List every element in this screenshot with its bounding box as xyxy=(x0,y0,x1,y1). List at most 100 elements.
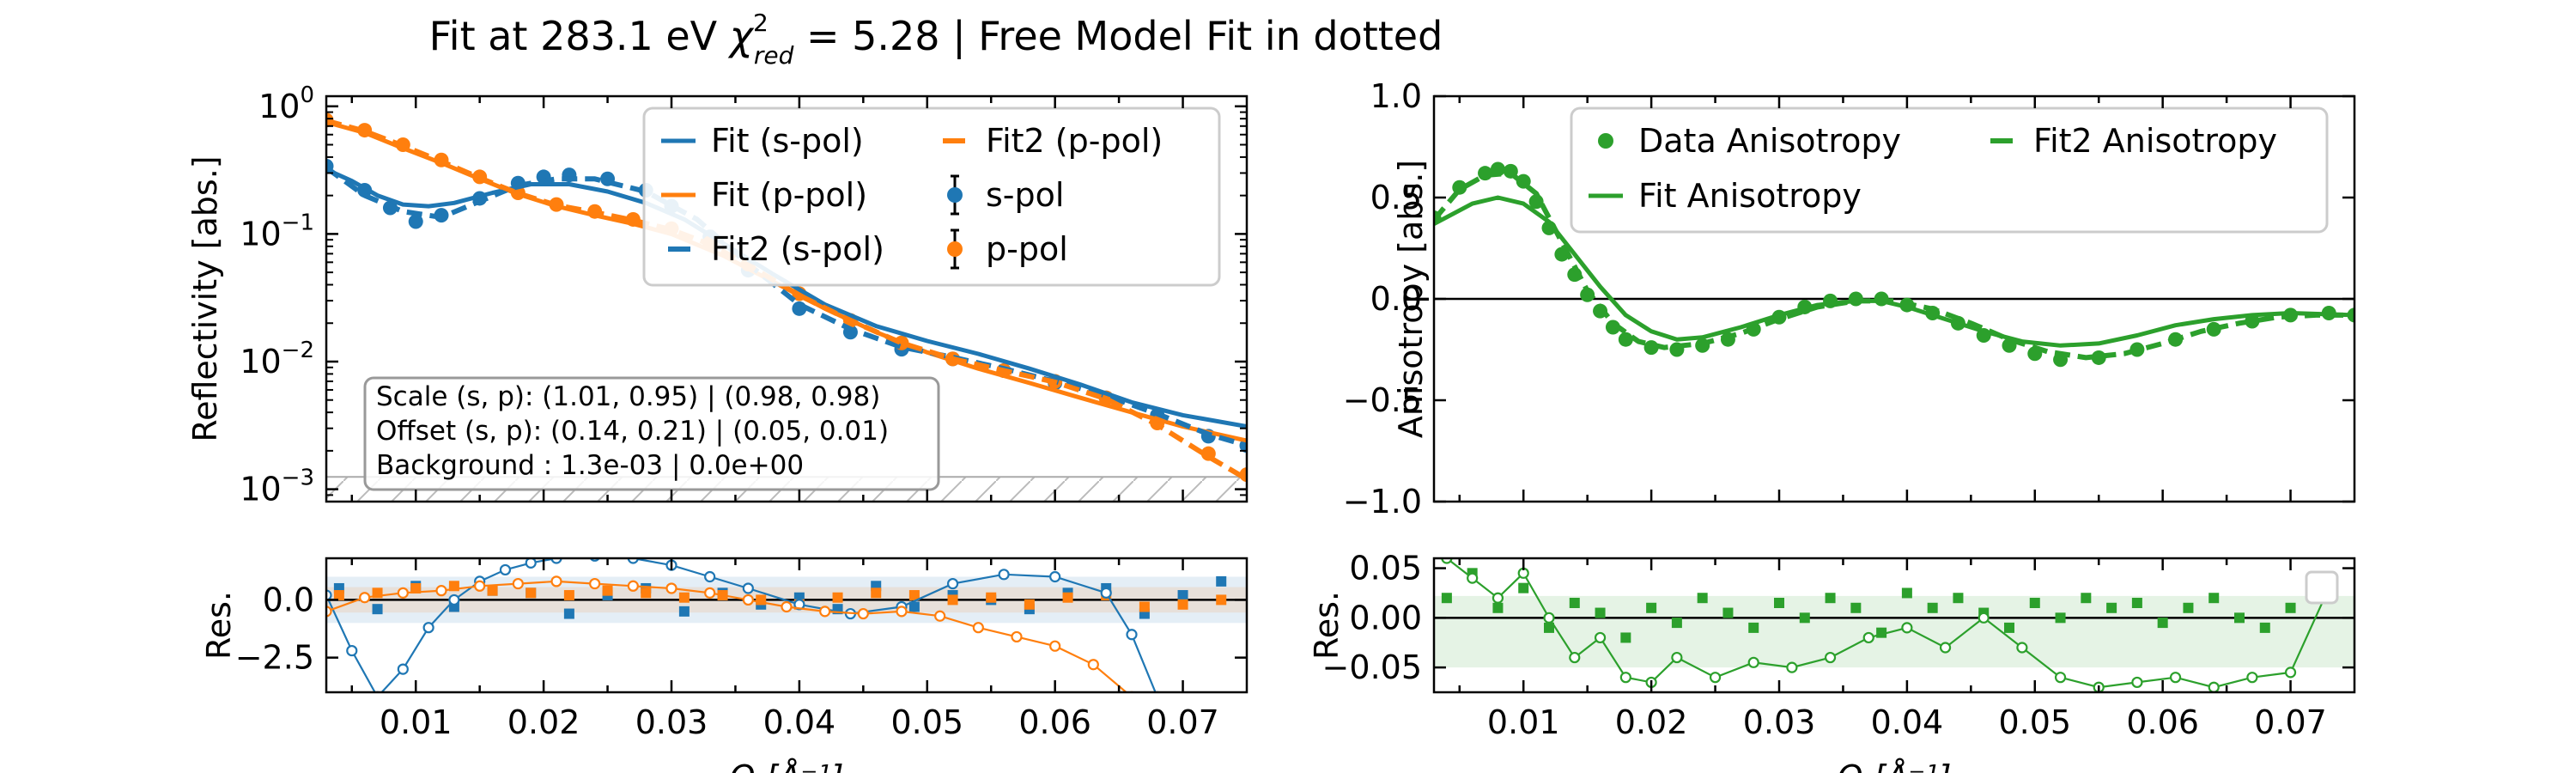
residual-circle-anisotropy-fit2-residual xyxy=(1901,622,1913,634)
residual-square-anisotropy-residual xyxy=(2106,602,2117,613)
residual-square-anisotropy-residual xyxy=(1595,607,1606,618)
residual-circle-anisotropy-fit2-residual xyxy=(1786,661,1798,673)
residual-circle-p-pol-fit2-residual xyxy=(704,587,716,599)
residual-square-anisotropy-residual xyxy=(1748,622,1759,633)
residual-circle-anisotropy-fit2-residual xyxy=(1671,651,1683,664)
residual-square-anisotropy-residual xyxy=(2183,602,2194,613)
residual-circle-s-pol-fit2-residual xyxy=(1100,587,1112,599)
x-axis-label: Q [Å⁻¹] xyxy=(1838,758,1952,773)
residual-circle-anisotropy-fit2-residual xyxy=(2208,681,2220,692)
y-axis-label: Anisotropy [abs.] xyxy=(1392,160,1430,438)
residual-circle-s-pol-fit2-residual xyxy=(422,622,434,634)
title-main: Fit at 283.1 eV xyxy=(429,13,730,59)
y-tick-label: −2.5 xyxy=(235,639,314,677)
residual-circle-p-pol-fit2-residual xyxy=(1128,691,1135,692)
residual-circle-p-pol-fit2-residual xyxy=(819,606,831,618)
residual-circle-s-pol-fit2-residual xyxy=(374,691,381,692)
legend-swatch-marker xyxy=(1598,133,1613,149)
y-tick-label: 0.0 xyxy=(263,581,314,618)
residual-circle-p-pol-fit2-residual xyxy=(896,606,908,618)
axes-frame xyxy=(1432,557,2356,694)
residual-square-s-pol-residual xyxy=(871,581,882,592)
reflectivity-legend: Fit (s-pol) Fit (p-pol) Fit2 (s-pol) Fit2 (… xyxy=(642,107,1221,287)
residual-circle-p-pol-fit2-residual xyxy=(1087,659,1099,671)
legend-label: Fit2 Anisotropy xyxy=(2033,122,2277,160)
y-tick-label: −0.5 xyxy=(1343,381,1422,419)
anisotropy-panel: Data Anisotropy Fit Anisotropy Fit2 Anisot… xyxy=(1343,77,2356,520)
residual-square-p-pol-residual xyxy=(602,585,613,596)
residual-square-anisotropy-residual xyxy=(1569,598,1580,608)
residual-square-p-pol-residual xyxy=(678,592,690,603)
y-tick-label: 0.5 xyxy=(1370,179,1422,216)
legend-label: Fit (p-pol) xyxy=(711,176,867,214)
y-axis-label: Res. xyxy=(200,591,238,660)
residual-square-p-pol-residual xyxy=(333,590,344,601)
residual-circle-anisotropy-fit2-residual xyxy=(1978,612,1990,624)
y-tick-label: 0.05 xyxy=(1349,550,1422,587)
residual-square-anisotropy-residual xyxy=(1492,602,1504,613)
fit-parameter-line: Offset (s, p): (0.14, 0.21) | (0.05, 0.0… xyxy=(376,416,889,447)
residual-circle-s-pol-fit2-residual xyxy=(946,577,959,590)
title-chi: χ xyxy=(727,13,755,59)
residual-circle-p-pol-fit2-residual xyxy=(550,575,562,587)
residual-line-p-pol-fit2-residual xyxy=(326,580,1128,692)
residual-square-anisotropy-residual xyxy=(1927,602,1938,613)
residual-circle-p-pol-fit2-residual xyxy=(665,582,677,594)
residual-square-anisotropy-residual xyxy=(2081,593,2092,604)
residual-circle-p-pol-fit2-residual xyxy=(857,607,869,620)
point-s-pol xyxy=(408,214,423,229)
residual-circle-anisotropy-fit2-residual xyxy=(1594,631,1607,644)
residual-square-anisotropy-residual xyxy=(1722,607,1734,618)
residual-circle-p-pol-fit2-residual xyxy=(397,587,409,599)
y-tick-label: −1.0 xyxy=(1343,483,1422,520)
y-tick-label: 100 xyxy=(258,82,314,125)
residual-square-p-pol-residual xyxy=(1177,599,1188,610)
residual-square-p-pol-residual xyxy=(1216,594,1227,606)
residual-circle-anisotropy-fit2-residual xyxy=(1824,651,1837,664)
legend-label: Data Anisotropy xyxy=(1638,122,1901,160)
y-tick-label: 10−3 xyxy=(240,466,314,508)
x-axis-label: Q [Å⁻¹] xyxy=(730,758,844,773)
residual-square-anisotropy-residual xyxy=(2004,622,2014,633)
residual-circle-p-pol-fit2-residual xyxy=(1011,630,1023,643)
residual-circle-s-pol-fit2-residual xyxy=(742,582,754,594)
y-tick-label: 0.00 xyxy=(1349,599,1422,636)
residual-circle-s-pol-fit2-residual xyxy=(704,570,716,583)
x-tick-label: 0.01 xyxy=(1487,703,1560,741)
residual-square-p-pol-residual xyxy=(908,590,920,601)
title-chi-sup: 2 xyxy=(753,9,769,37)
anisotropy-residual-panel: 0.01 0.02 0.03 0.04 0.05 0.06 0.07 0.05 0.00 −0.0… xyxy=(1308,550,2356,773)
residual-circle-p-pol-fit2-residual xyxy=(627,580,639,592)
legend-label: s-pol xyxy=(986,176,1064,214)
series-group xyxy=(1434,161,2354,368)
residual-square-anisotropy-residual xyxy=(1671,618,1682,629)
residual-circle-p-pol-fit2-residual xyxy=(781,600,793,613)
residual-circle-s-pol-fit2-residual xyxy=(326,589,332,601)
residual-circle-p-pol-fit2-residual xyxy=(742,593,754,606)
residual-circle-p-pol-fit2-residual xyxy=(326,606,332,618)
residual-square-p-pol-residual xyxy=(947,594,958,606)
legend-swatch-marker xyxy=(947,187,963,203)
legend-label: p-pol xyxy=(986,230,1068,268)
residual-circle-anisotropy-fit2-residual xyxy=(2016,642,2028,654)
residual-circle-anisotropy-fit2-residual xyxy=(1862,631,1874,644)
legend-label: Fit2 (s-pol) xyxy=(711,230,884,268)
residual-square-anisotropy-residual xyxy=(2234,612,2245,624)
residual-circle-s-pol-fit2-residual xyxy=(627,558,639,564)
residual-circle-anisotropy-fit2-residual xyxy=(2169,672,2182,684)
residual-circle-s-pol-fit2-residual xyxy=(550,558,562,564)
residual-square-anisotropy-residual xyxy=(1441,593,1452,604)
residual-square-p-pol-residual xyxy=(563,590,574,601)
residual-square-anisotropy-residual xyxy=(1901,587,1912,599)
residual-line-s-pol-fit2-residual xyxy=(326,558,1157,692)
residual-circle-p-pol-fit2-residual xyxy=(1049,640,1061,652)
series-group xyxy=(1441,558,2335,692)
figure-title: Fit at 283.1 eV χ2 red = 5.28 | Free Mode… xyxy=(429,9,1443,70)
x-tick-label: 0.02 xyxy=(1615,703,1688,741)
y-tick-label: 10−2 xyxy=(240,338,314,380)
x-tick-label: 0.07 xyxy=(2254,703,2327,741)
legend-label: Fit2 (p-pol) xyxy=(986,122,1163,160)
residual-circle-s-pol-fit2-residual xyxy=(525,558,537,569)
y-tick-label: −0.05 xyxy=(1322,648,1422,686)
residual-circle-anisotropy-fit2-residual xyxy=(1709,672,1722,684)
